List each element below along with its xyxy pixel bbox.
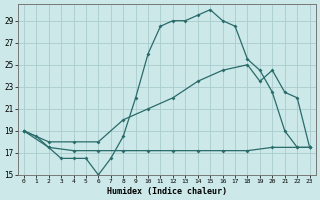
X-axis label: Humidex (Indice chaleur): Humidex (Indice chaleur) [107,187,227,196]
